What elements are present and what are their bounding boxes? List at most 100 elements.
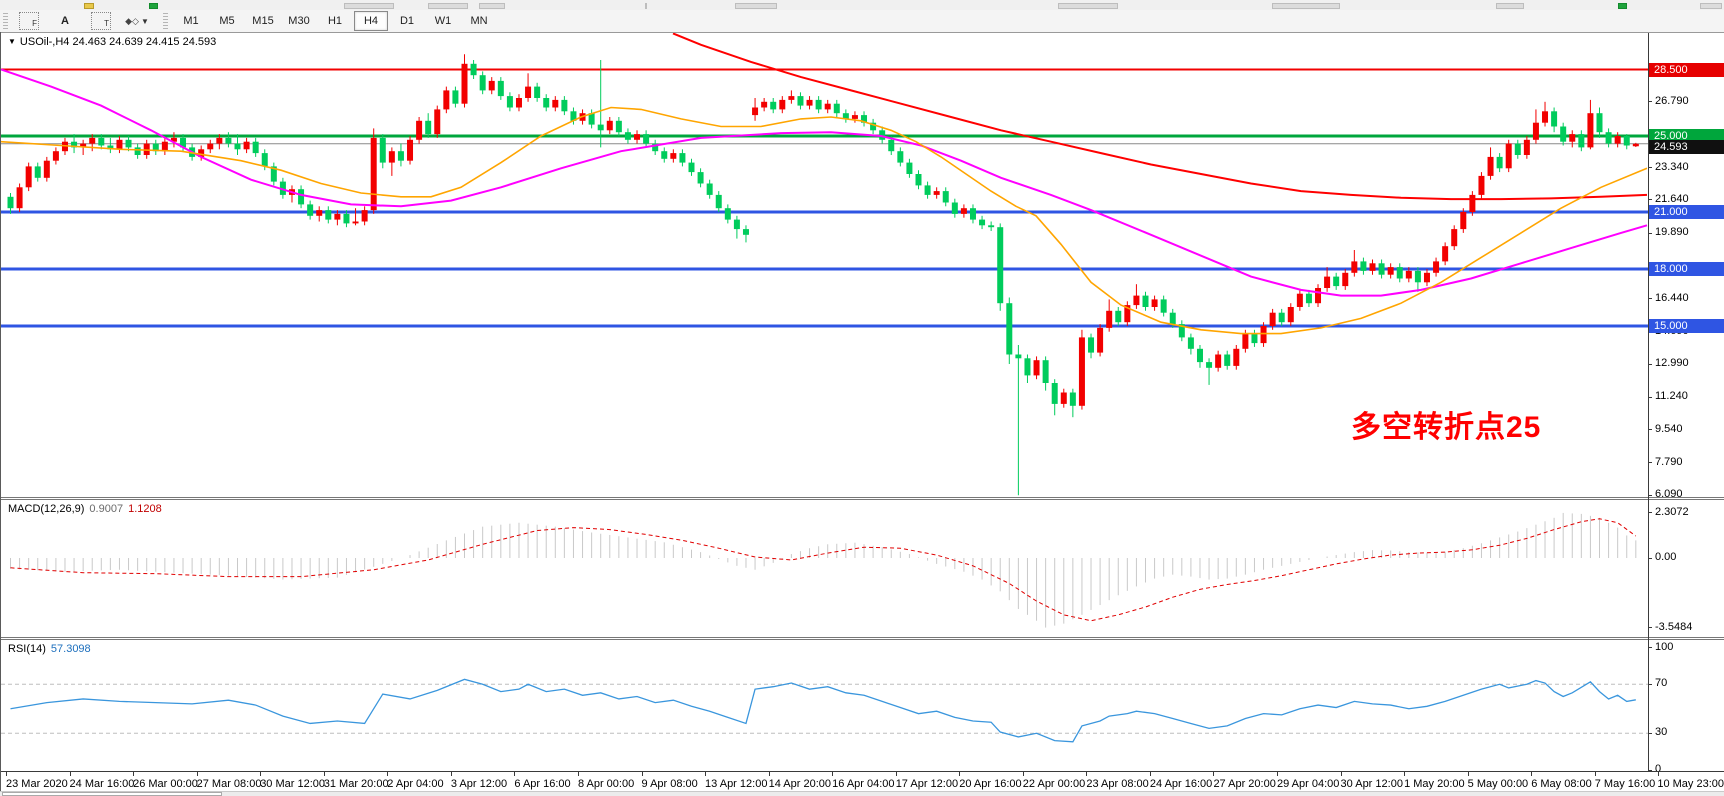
candle-body [951,202,958,214]
shapes-button[interactable]: ◆◇ ▼ [120,11,154,31]
candle-body [915,174,922,186]
rsi-indicator-label: RSI(14) 57.3098 [8,643,91,655]
candle-body [597,124,604,131]
time-axis[interactable]: 23 Mar 2020 24 Mar 16:00 26 Mar 00:00 27 Ma… [1,771,1724,792]
candle-body [897,151,904,163]
candle-body [1269,312,1276,326]
timeframe-m15-button[interactable]: M15 [252,15,274,27]
candle-body [234,143,241,150]
candle-body [1215,354,1222,368]
pane-separator[interactable] [1,497,1724,500]
price-tick-mark [1648,101,1652,103]
price-tick-mark [1648,494,1652,496]
time-tick-label: 14 Apr 20:00 [768,778,831,790]
candle-body [1333,276,1340,287]
time-tick-label: 8 Apr 00:00 [577,778,635,790]
candle-body [1632,143,1639,147]
candle-body [1296,293,1303,307]
timeframe-mn-button[interactable]: MN [470,15,488,27]
rsi-tick-label: 30 [1655,726,1668,739]
candle-body [1115,310,1122,323]
candle-body [270,166,277,182]
symbol-ohlc-text: USOil-,H4 24.463 24.639 24.415 24.593 [19,36,217,48]
candle-body [43,160,50,178]
time-tick-mark [959,772,961,776]
candle-body [1551,111,1558,127]
bottom-scroll-strip [0,791,1724,796]
price-tick-label: 9.540 [1655,422,1683,435]
candle-body [1433,261,1440,273]
timeframe-d1-button[interactable]: D1 [399,15,415,27]
clipped-icon [84,3,94,9]
candle-body [1605,132,1612,144]
candle-body [906,162,913,174]
time-tick-label: 9 Apr 08:00 [641,778,698,790]
time-tick-mark [1658,772,1660,776]
candle-body [661,151,668,159]
macd-pane[interactable] [1,500,1648,637]
candle-body [1142,295,1149,307]
symbol-dropdown-icon[interactable]: ▼ [8,37,16,46]
time-tick-mark [768,772,770,776]
timeframe-m5-button[interactable]: M5 [219,15,235,27]
candle-body [1051,383,1058,404]
candle-body [525,86,532,98]
timeframe-h1-button[interactable]: H1 [327,15,343,27]
candle-body [434,109,441,135]
candle-body [80,143,87,148]
text-box-t-button[interactable]: T [84,11,118,31]
time-tick-label: 6 May 08:00 [1531,778,1592,790]
price-tick-mark [1648,167,1652,169]
chart-grid-f-button[interactable]: F [12,11,46,31]
candle-body [1278,312,1285,323]
candle-body [52,151,59,161]
candle-body [833,103,840,114]
candle-body [1569,134,1576,142]
candle-body [470,63,477,76]
time-tick-mark [1404,772,1406,776]
candle-body [1351,261,1358,273]
candle-body [806,99,813,106]
candle-body [216,137,223,144]
candle-body [588,113,595,125]
rsi-name: RSI(14) [8,643,46,655]
drawing-tools-group: F A T ◆◇ ▼ [11,11,155,31]
macd-tick-label: 0.00 [1655,551,1677,563]
text-a-icon: A [61,15,69,27]
candle-body [89,137,96,144]
price-badge-24.593: 24.593 [1649,139,1724,154]
clipped-icon [428,3,468,9]
chart-toolbar: F A T ◆◇ ▼ M1 M5 M15 M30 H1 H4 D1 W1 MN [0,10,1724,33]
candle-body [688,162,695,173]
price-tick-mark [1648,396,1652,398]
candle-body [416,120,423,140]
candle-body [7,196,14,209]
candle-body [1187,337,1194,349]
price-tick-label: 16.440 [1655,291,1689,304]
rsi-pane[interactable] [1,640,1648,771]
candle-body [1233,348,1240,366]
rsi-tick-mark [1648,732,1652,734]
timeframe-m30-button[interactable]: M30 [288,15,310,27]
text-a-button[interactable]: A [48,11,82,31]
toolbar-drag-handle[interactable] [163,13,168,29]
candle-body [1006,303,1013,355]
pane-separator[interactable] [1,637,1724,640]
candle-body [407,139,414,161]
timeframe-m1-button[interactable]: M1 [183,15,199,27]
scrollbar-thumb[interactable] [2,792,222,796]
candle-body [352,221,359,224]
time-tick-label: 30 Apr 12:00 [1340,778,1403,790]
time-tick-label: 31 Mar 20:00 [323,778,389,790]
price-tick-mark [1648,363,1652,365]
price-tick-mark [1648,199,1652,201]
chart-window[interactable]: 26.79023.34021.64019.89016.44014.69012.9… [0,32,1724,792]
macd-tick-mark [1648,557,1652,559]
main-price-pane[interactable] [1,33,1648,497]
timeframe-w1-button[interactable]: W1 [434,15,452,27]
toolbar-drag-handle[interactable] [3,13,8,29]
timeframe-h4-button[interactable]: H4 [354,11,388,31]
candle-body [752,107,759,116]
price-tick-label: 6.090 [1655,488,1683,501]
time-tick-mark [1531,772,1533,776]
